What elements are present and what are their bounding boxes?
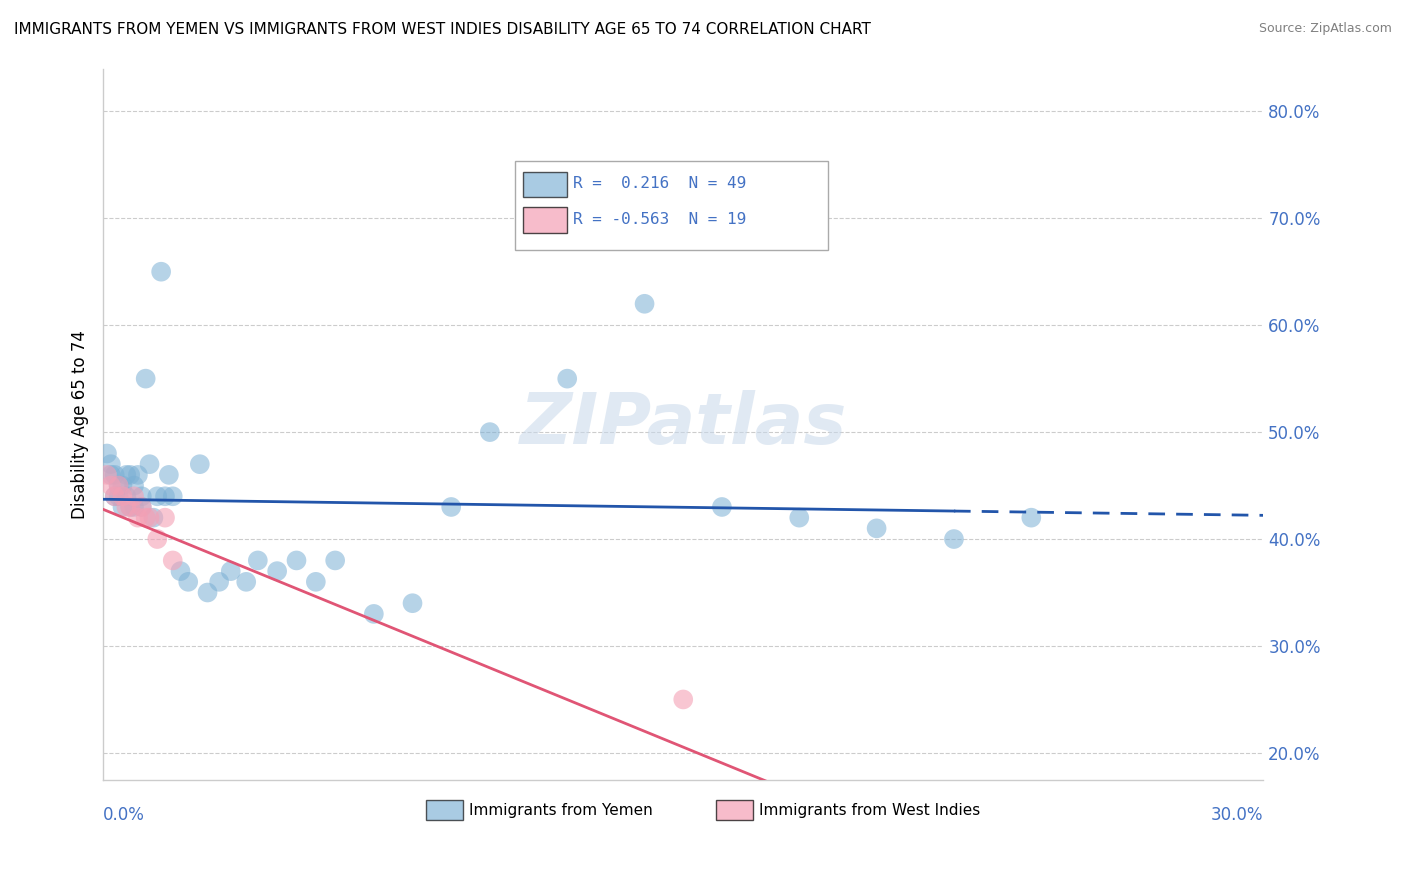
Text: Immigrants from Yemen: Immigrants from Yemen <box>468 803 652 818</box>
Point <box>107 489 129 503</box>
Point <box>1019 510 1042 524</box>
FancyBboxPatch shape <box>426 800 463 820</box>
Point <box>633 297 655 311</box>
Point <box>104 467 127 482</box>
Point <box>131 489 153 503</box>
Point <box>146 532 169 546</box>
Point <box>142 510 165 524</box>
Point <box>555 371 578 385</box>
Point <box>363 607 385 621</box>
Point <box>440 500 463 514</box>
Point <box>100 478 122 492</box>
Point <box>150 265 173 279</box>
Point <box>115 489 138 503</box>
Text: 0.0%: 0.0% <box>103 806 145 824</box>
Point <box>120 467 142 482</box>
Point <box>131 500 153 514</box>
Point <box>107 478 129 492</box>
Point <box>157 467 180 482</box>
Point <box>120 500 142 514</box>
Point <box>235 574 257 589</box>
Point <box>135 371 157 385</box>
Point <box>111 489 134 503</box>
Point <box>1019 853 1042 867</box>
Point <box>115 467 138 482</box>
Point <box>122 500 145 514</box>
Point <box>942 532 965 546</box>
Point <box>127 510 149 524</box>
Point <box>96 446 118 460</box>
Point <box>219 564 242 578</box>
Point <box>208 574 231 589</box>
Point <box>197 585 219 599</box>
Point <box>246 553 269 567</box>
Point <box>122 478 145 492</box>
Point <box>162 489 184 503</box>
Point <box>138 510 160 524</box>
Point <box>107 478 129 492</box>
Point <box>100 467 122 482</box>
FancyBboxPatch shape <box>515 161 828 250</box>
FancyBboxPatch shape <box>716 800 752 820</box>
Text: ZIPatlas: ZIPatlas <box>520 390 846 458</box>
Point <box>135 510 157 524</box>
Text: Immigrants from West Indies: Immigrants from West Indies <box>759 803 980 818</box>
Text: R = -0.563  N = 19: R = -0.563 N = 19 <box>574 211 747 227</box>
Point <box>138 457 160 471</box>
Point <box>177 574 200 589</box>
Point <box>131 500 153 514</box>
Point <box>266 564 288 578</box>
Point <box>153 489 176 503</box>
Text: R =  0.216  N = 49: R = 0.216 N = 49 <box>574 177 747 191</box>
Point <box>100 457 122 471</box>
Point <box>153 510 176 524</box>
Point <box>104 489 127 503</box>
Y-axis label: Disability Age 65 to 74: Disability Age 65 to 74 <box>72 330 89 518</box>
Point <box>169 564 191 578</box>
Text: Source: ZipAtlas.com: Source: ZipAtlas.com <box>1258 22 1392 36</box>
Point <box>323 553 346 567</box>
Point <box>120 500 142 514</box>
Point <box>111 478 134 492</box>
Point <box>111 500 134 514</box>
Point <box>787 510 810 524</box>
Point <box>672 692 695 706</box>
FancyBboxPatch shape <box>523 171 567 197</box>
Point <box>942 863 965 878</box>
Point <box>127 467 149 482</box>
FancyBboxPatch shape <box>523 207 567 233</box>
Text: IMMIGRANTS FROM YEMEN VS IMMIGRANTS FROM WEST INDIES DISABILITY AGE 65 TO 74 COR: IMMIGRANTS FROM YEMEN VS IMMIGRANTS FROM… <box>14 22 870 37</box>
Point <box>162 553 184 567</box>
Point <box>305 574 328 589</box>
Point <box>188 457 211 471</box>
Point <box>96 467 118 482</box>
Point <box>115 500 138 514</box>
Point <box>146 489 169 503</box>
Point <box>285 553 308 567</box>
Point <box>104 489 127 503</box>
Point <box>478 425 501 439</box>
Point <box>122 489 145 503</box>
Point <box>710 500 733 514</box>
Point <box>401 596 423 610</box>
Point <box>266 853 288 867</box>
Point <box>865 521 887 535</box>
Text: 30.0%: 30.0% <box>1211 806 1264 824</box>
